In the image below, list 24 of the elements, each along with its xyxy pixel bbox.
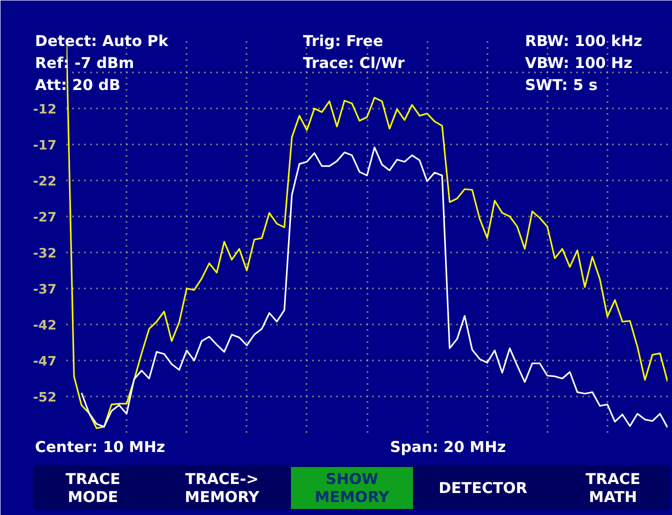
text: Span: 20 MHz xyxy=(390,438,506,456)
annotation: VBW: 100 Hz xyxy=(525,54,632,72)
y-tick-label: -47 xyxy=(33,354,57,370)
text: TRACE-> MEMORY xyxy=(184,470,260,506)
y-tick-label: -32 xyxy=(33,246,57,262)
annotation: RBW: 100 kHz xyxy=(525,32,642,50)
annotation: Trig: Free xyxy=(303,32,384,50)
line-series xyxy=(80,146,668,428)
y-tick-label: -22 xyxy=(33,174,57,190)
y-tick-label: -17 xyxy=(33,138,57,154)
y-tick-label: -42 xyxy=(33,318,57,334)
annotation: SWT: 5 s xyxy=(525,76,598,94)
text: Center: 10 MHz xyxy=(35,438,166,456)
y-tick-label: -52 xyxy=(33,390,57,406)
y-tick-label: -37 xyxy=(33,282,57,298)
annotation: Att: 20 dB xyxy=(35,76,120,94)
annotation: Trace: Cl/Wr xyxy=(303,54,405,72)
text: TRACE MATH xyxy=(586,470,640,506)
text: DETECTOR xyxy=(438,479,528,497)
y-tick-label: -27 xyxy=(33,210,57,226)
text: TRACE MODE xyxy=(66,470,120,506)
text: SHOW MEMORY xyxy=(314,470,390,506)
annotation: Detect: Auto Pk xyxy=(35,32,168,50)
y-tick-label: -12 xyxy=(33,102,57,118)
